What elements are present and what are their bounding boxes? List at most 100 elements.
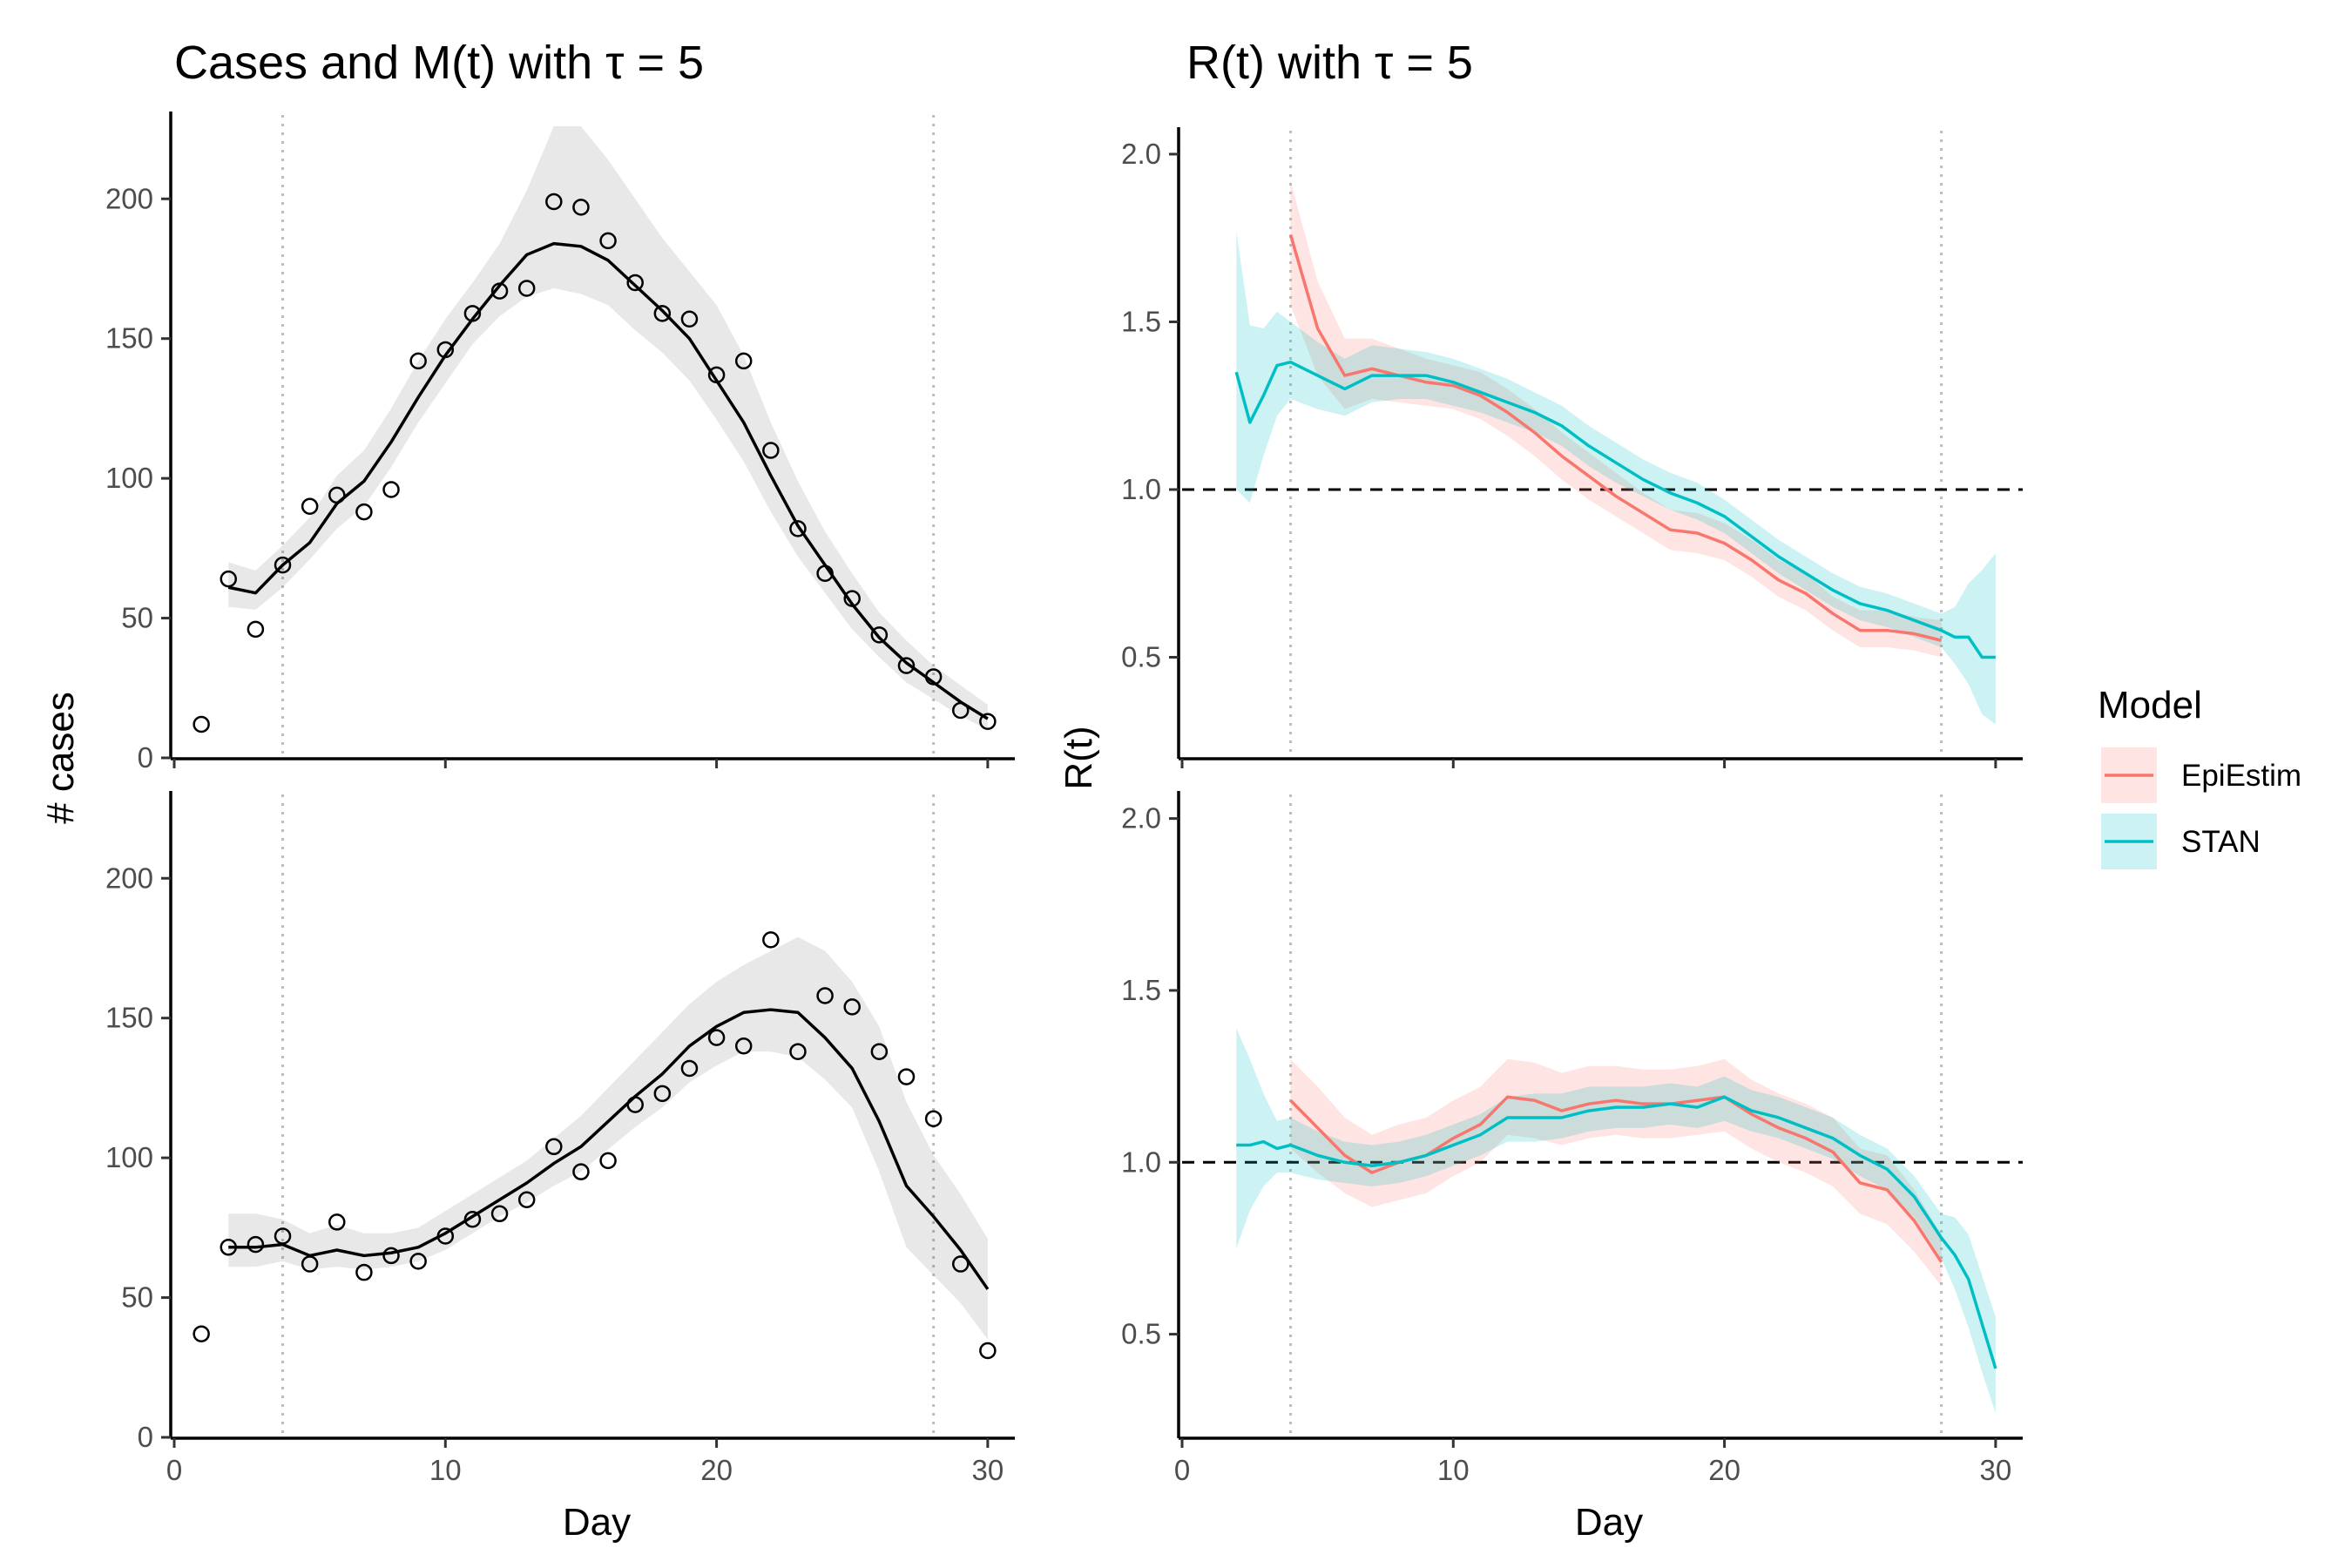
y-tick-label: 150 (105, 1002, 153, 1034)
rt-x-axis-title: Day (1575, 1501, 1643, 1544)
y-tick-label: 200 (105, 862, 153, 894)
x-tick-label: 20 (1708, 1454, 1740, 1486)
y-tick-label: 150 (105, 322, 153, 355)
fit-ribbon (228, 936, 988, 1340)
observed-case-point (843, 998, 861, 1016)
observed-case-point (301, 1255, 319, 1273)
observed-case-point (517, 1191, 536, 1209)
legend-label-stan: STAN (2181, 825, 2261, 859)
fit-line (227, 241, 989, 720)
rt-panel-title: R(t) with τ = 5 (1186, 37, 1473, 89)
observed-case-point (870, 1043, 889, 1060)
y-tick-label: 1.0 (1121, 1146, 1161, 1178)
ribbon-epiestim (1290, 1058, 1942, 1287)
line-stan (1234, 360, 1996, 659)
observed-case-point (816, 564, 834, 582)
x-tick-label: 30 (1980, 1454, 2012, 1486)
observed-case-point (220, 570, 238, 588)
legend-title: Model (2098, 684, 2202, 727)
observed-case-point (599, 232, 617, 250)
observed-case-point (924, 668, 943, 686)
observed-case-point (789, 520, 807, 537)
observed-case-point (897, 1068, 916, 1085)
observed-case-point (355, 1263, 373, 1281)
observed-case-point (463, 1210, 482, 1228)
observed-case-point (843, 590, 861, 607)
observed-case-point (409, 1253, 427, 1270)
y-tick-label: 0.5 (1121, 640, 1161, 672)
observed-case-point (626, 274, 644, 292)
y-tick-label: 50 (121, 1281, 153, 1314)
observed-case-point (274, 556, 292, 574)
observed-case-point (789, 1043, 807, 1060)
observed-case-point (382, 481, 400, 498)
observed-case-point (517, 280, 536, 297)
observed-case-point (545, 193, 563, 211)
x-tick-label: 10 (1437, 1454, 1470, 1486)
observed-case-point (193, 715, 210, 733)
cases-top-panel: 0 50 100 150 200 (105, 112, 1015, 774)
observed-case-point (924, 1110, 943, 1127)
observed-case-point (409, 352, 427, 370)
observed-case-point (680, 310, 699, 328)
y-tick-label: 2.0 (1121, 802, 1161, 835)
y-tick-label: 0 (138, 741, 153, 774)
observed-case-point (653, 305, 672, 322)
y-tick-label: 100 (105, 1141, 153, 1173)
observed-case-point (653, 1085, 672, 1103)
observed-case-point (680, 1059, 699, 1078)
observed-case-point (951, 701, 970, 720)
y-tick-label: 2.0 (1121, 138, 1161, 170)
observed-case-point (463, 305, 482, 322)
observed-case-point (572, 199, 590, 216)
observed-case-point (734, 1037, 753, 1055)
line-stan (1236, 1095, 1997, 1369)
y-tick-label: 1.5 (1121, 974, 1161, 1006)
observed-case-point (870, 626, 889, 644)
observed-case-point (490, 282, 509, 300)
observed-case-point (328, 486, 346, 504)
observed-case-point (762, 442, 780, 459)
observed-case-point (626, 1096, 644, 1113)
fit-line (228, 1008, 990, 1290)
observed-case-point (247, 1235, 265, 1254)
ribbon-stan (1236, 1028, 1996, 1414)
rt-top-panel: 0.5 1.0 1.5 2.0 (1121, 127, 2023, 768)
y-tick-label: 0.5 (1121, 1318, 1161, 1350)
x-tick-label: 20 (700, 1454, 733, 1486)
y-tick-label: 0 (138, 1421, 153, 1453)
y-tick-label: 200 (105, 182, 153, 214)
cases-y-axis-title: # cases (39, 692, 82, 824)
observed-case-point (572, 1163, 590, 1180)
observed-case-point (816, 987, 834, 1004)
observed-case-point (328, 1213, 346, 1231)
observed-case-point (220, 1239, 238, 1256)
legend: Model EpiEstim STAN (2098, 684, 2301, 869)
observed-case-point (707, 1029, 726, 1046)
y-tick-label: 50 (121, 602, 153, 634)
ribbon-stan (1236, 231, 1996, 725)
observed-case-point (301, 497, 319, 515)
observed-case-point (951, 1255, 970, 1273)
observed-case-point (274, 1227, 292, 1245)
y-tick-label: 1.0 (1121, 473, 1161, 505)
observed-case-point (355, 503, 373, 521)
observed-case-point (436, 1227, 455, 1245)
legend-label-epiestim: EpiEstim (2181, 759, 2301, 793)
observed-case-point (897, 657, 916, 674)
legend-item-epiestim: EpiEstim (2101, 747, 2301, 803)
y-tick-label: 100 (105, 462, 153, 494)
observed-case-point (979, 713, 997, 731)
observed-case-point (707, 366, 726, 384)
rt-bottom-panel: 0.5 1.0 1.5 2.0 0 10 20 30 (1121, 791, 2023, 1486)
cases-bottom-panel: 0 50 100 150 200 0 10 20 30 (105, 791, 1015, 1486)
observed-case-point (436, 341, 455, 359)
observed-case-point (599, 1152, 617, 1170)
observed-case-point (490, 1205, 509, 1223)
observed-case-point (734, 352, 753, 370)
cases-panel-title: Cases and M(t) with τ = 5 (174, 37, 704, 89)
observed-case-point (545, 1138, 563, 1156)
x-tick-label: 10 (429, 1454, 462, 1486)
